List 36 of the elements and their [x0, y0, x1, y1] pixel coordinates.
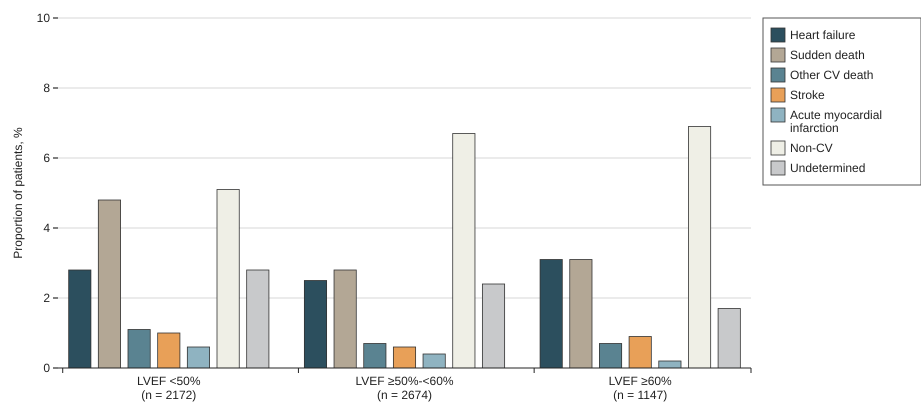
y-tick-label: 6 — [43, 150, 50, 165]
bar — [68, 270, 92, 368]
bar — [599, 343, 622, 368]
bar — [718, 308, 741, 368]
bar — [658, 360, 682, 368]
bar — [688, 126, 712, 368]
legend-label: Acute myocardial infarction — [790, 108, 882, 135]
bar — [186, 346, 210, 368]
bar — [452, 133, 476, 368]
legend-label: Stroke — [790, 88, 826, 102]
bar — [334, 270, 357, 368]
legend-label: Heart failure — [790, 28, 856, 42]
bar — [540, 259, 563, 368]
legend-label: Non-CV — [790, 141, 833, 155]
y-axis-title: Proportion of patients, % — [11, 126, 25, 259]
bar — [569, 259, 592, 368]
bar — [363, 343, 386, 368]
y-tick-label: 2 — [43, 290, 50, 305]
y-tick-label: 8 — [43, 80, 50, 95]
x-tick-label: LVEF <50% (n = 2172) — [137, 374, 201, 402]
bar — [628, 336, 652, 368]
bar — [422, 354, 446, 368]
y-tick-label: 4 — [43, 220, 50, 235]
bar — [304, 280, 328, 368]
bar — [128, 329, 151, 368]
bar — [216, 189, 240, 368]
legend-label: Undetermined — [790, 161, 866, 175]
y-tick-label: 0 — [43, 360, 50, 375]
bar — [157, 332, 180, 368]
legend-label: Sudden death — [790, 48, 865, 62]
bar — [98, 200, 121, 368]
legend-label: Other CV death — [790, 68, 874, 82]
x-tick-label: LVEF ≥50%-<60% (n = 2674) — [355, 374, 454, 402]
bar — [392, 346, 416, 368]
x-tick-label: LVEF ≥60% (n = 1147) — [608, 374, 672, 402]
y-tick-label: 10 — [36, 10, 50, 25]
